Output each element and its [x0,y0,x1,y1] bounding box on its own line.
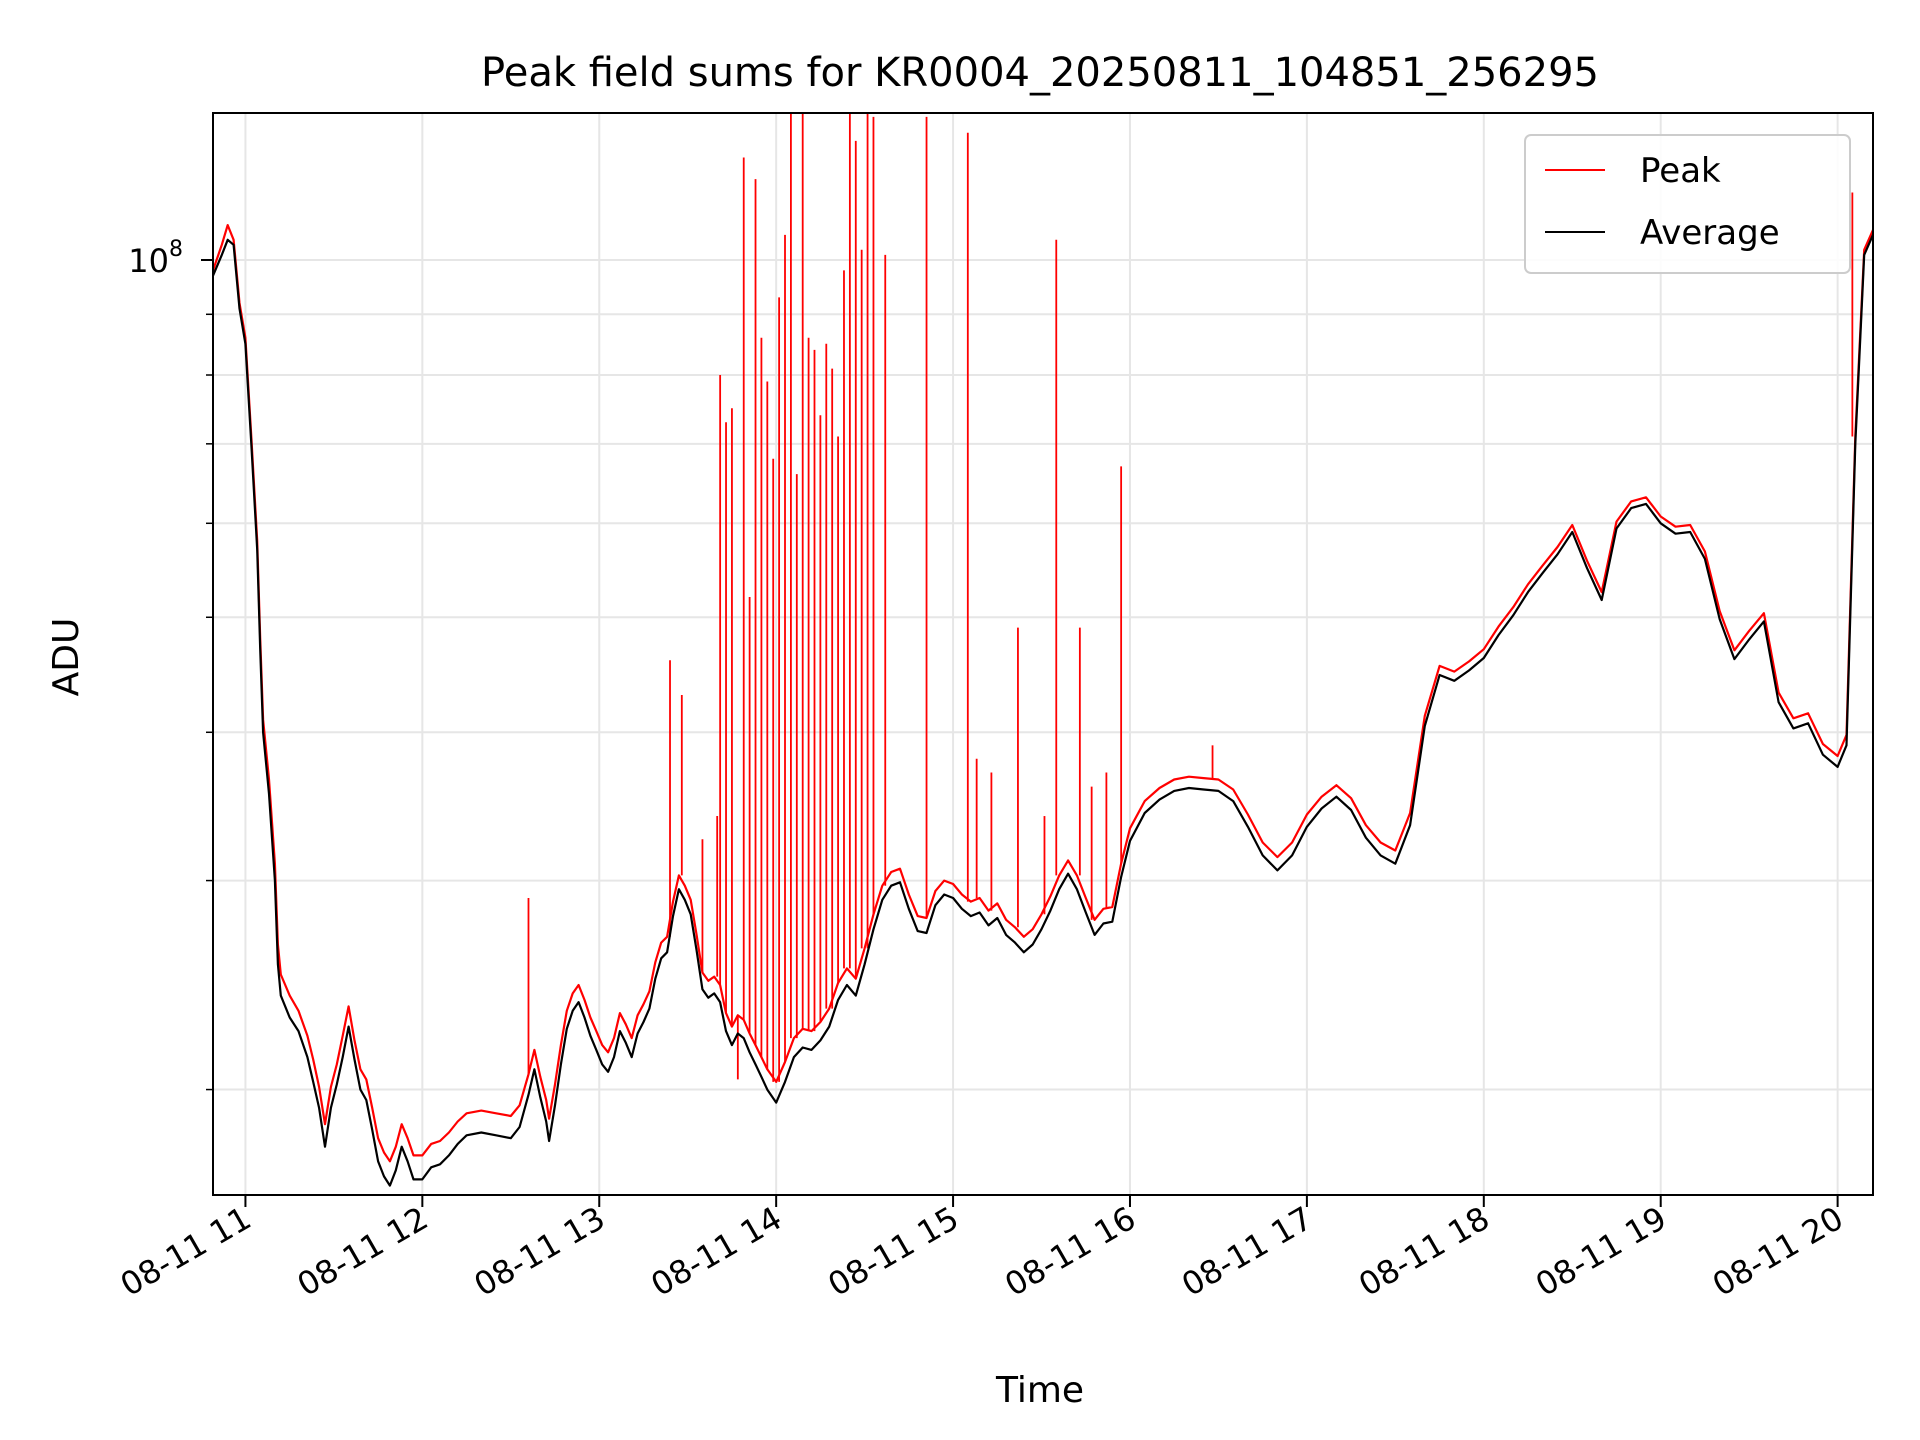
legend: Peak Average [1524,134,1851,274]
chart-title: Peak field sums for KR0004_20250811_1048… [481,50,1599,96]
y-axis-label: ADU [46,618,87,697]
x-axis-label: Time [995,1370,1084,1411]
legend-label-peak: Peak [1640,151,1721,191]
series-line-peak [211,224,1875,1163]
plot-frame [212,112,1874,1196]
grid [213,113,1873,1195]
series-line-average [211,234,1875,1187]
legend-label-average: Average [1640,213,1780,253]
series-layer [211,113,1875,1187]
legend-box [1524,134,1851,274]
y-tick-label: 108 [128,237,183,280]
